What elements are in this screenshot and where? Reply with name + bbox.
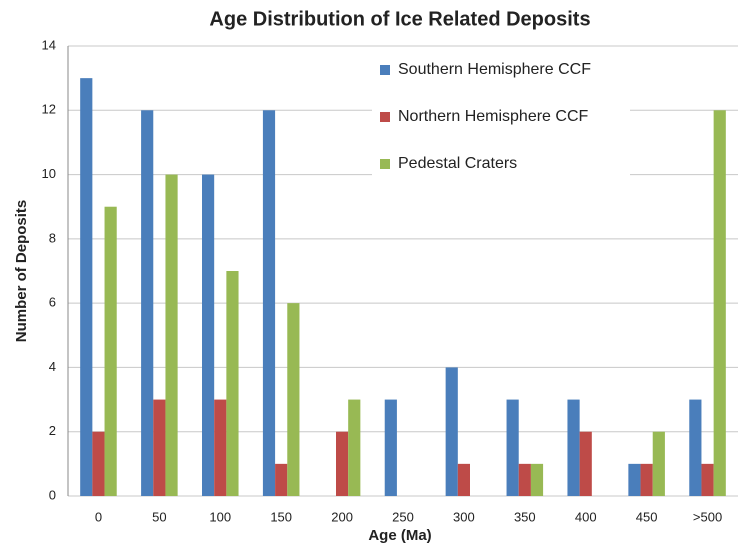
bar	[165, 174, 178, 497]
y-tick-label: 8	[49, 230, 56, 245]
y-tick-label: 12	[42, 102, 56, 117]
chart-title: Age Distribution of Ice Related Deposits	[209, 8, 590, 30]
y-tick-label: 0	[49, 487, 56, 502]
x-axis-label: Age (Ma)	[368, 527, 431, 544]
y-tick-label: 6	[49, 295, 56, 310]
x-tick-label: 50	[152, 509, 166, 524]
bar	[80, 78, 93, 497]
bar	[579, 431, 592, 496]
bar	[445, 367, 458, 496]
bar	[104, 206, 117, 496]
bar	[275, 463, 288, 496]
bar	[518, 463, 531, 496]
bar	[689, 399, 702, 496]
legend-box	[372, 52, 630, 212]
x-tick-label: 300	[453, 509, 475, 524]
bar	[262, 110, 276, 497]
legend-label: Pedestal Craters	[398, 155, 517, 172]
bar	[336, 431, 349, 496]
x-tick-label: 100	[209, 509, 231, 524]
bar	[701, 463, 714, 496]
bar	[628, 463, 641, 496]
bar	[92, 431, 105, 496]
x-tick-label: 150	[270, 509, 292, 524]
bar	[530, 463, 544, 496]
bar	[153, 399, 166, 496]
legend-swatch	[380, 159, 390, 169]
bar	[141, 110, 154, 497]
bar	[202, 174, 215, 497]
y-tick-label: 14	[42, 37, 56, 52]
bar	[226, 271, 239, 496]
bar	[567, 399, 580, 496]
x-tick-label: 250	[392, 509, 414, 524]
x-tick-label: 400	[575, 509, 597, 524]
bar	[214, 399, 227, 496]
y-tick-label: 10	[42, 166, 56, 181]
legend-label: Northern Hemisphere CCF	[398, 108, 589, 125]
bar	[713, 110, 726, 497]
x-tick-label: 0	[95, 509, 102, 524]
x-tick-label: >500	[693, 509, 722, 524]
x-tick-label: 450	[636, 509, 658, 524]
bar	[348, 399, 361, 496]
y-tick-label: 4	[49, 359, 56, 374]
x-tick-label: 350	[514, 509, 536, 524]
y-tick-label: 2	[49, 423, 56, 438]
legend-swatch	[380, 65, 390, 75]
legend-swatch	[380, 112, 390, 122]
bar	[652, 431, 665, 496]
bar	[506, 399, 519, 496]
bar	[384, 399, 397, 496]
legend-label: Southern Hemisphere CCF	[398, 61, 591, 78]
bar	[457, 463, 470, 496]
bar	[287, 303, 300, 496]
x-tick-label: 200	[331, 509, 353, 524]
y-axis-label: Number of Deposits	[13, 200, 30, 343]
bar	[640, 463, 653, 496]
